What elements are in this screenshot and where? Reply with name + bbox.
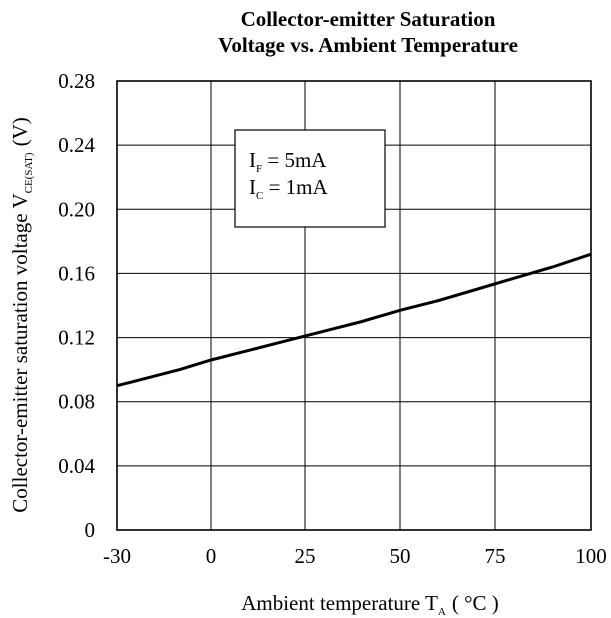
chart-title-line1: Collector-emitter Saturation (241, 7, 496, 31)
y-axis-label-main: Collector-emitter saturation voltage V (8, 193, 32, 512)
x-axis-label-unit: ( °C ) (452, 591, 499, 615)
y-tick-label-5: 0.20 (58, 197, 95, 221)
y-tick-label-3: 0.12 (58, 326, 95, 350)
x-axis-label-main: Ambient temperature T (241, 591, 438, 615)
y-tick-label-0: 0 (85, 518, 96, 542)
chart-title-line2: Voltage vs. Ambient Temperature (218, 33, 518, 57)
y-tick-label-2: 0.08 (58, 390, 95, 414)
y-axis-label-subscript: CE(SAT) (23, 152, 35, 193)
x-tick-label-0: -30 (103, 544, 131, 568)
x-tick-label-5: 100 (575, 544, 607, 568)
y-tick-label-7: 0.28 (58, 69, 95, 93)
series-line (116, 252, 592, 388)
legend-frame (234, 129, 386, 228)
y-tick-label-6: 0.24 (58, 133, 95, 157)
y-tick-labels: 0 0.04 0.08 0.12 0.16 0.20 0.24 0.28 (58, 69, 95, 542)
y-tick-label-1: 0.04 (58, 454, 95, 478)
legend-box: IF = 5mA IC = 1mA (234, 129, 386, 228)
legend-line-if: IF = 5mA (249, 148, 327, 175)
x-tick-label-2: 25 (295, 544, 316, 568)
legend-ic-subscript: C (256, 190, 263, 202)
x-axis-label: Ambient temperature TA ( °C ) (241, 591, 499, 618)
legend-if-symbol: I (249, 148, 256, 172)
y-tick-label-4: 0.16 (58, 261, 95, 285)
x-tick-label-3: 50 (390, 544, 411, 568)
y-axis-label: Collector-emitter saturation voltage VCE… (8, 117, 35, 512)
legend-line-ic: IC = 1mA (249, 175, 329, 202)
x-axis-label-subscript: A (438, 606, 446, 618)
y-axis-label-unit: (V) (8, 117, 32, 146)
legend-ic-symbol: I (249, 175, 256, 199)
legend-ic-value: = 1mA (263, 175, 328, 199)
legend-if-subscript: F (256, 163, 262, 175)
plot-frame (116, 80, 592, 531)
legend-if-value: = 5mA (262, 148, 327, 172)
x-tick-label-4: 75 (485, 544, 506, 568)
x-tick-labels: -30 0 25 50 75 100 (103, 544, 607, 568)
x-tick-label-1: 0 (206, 544, 217, 568)
